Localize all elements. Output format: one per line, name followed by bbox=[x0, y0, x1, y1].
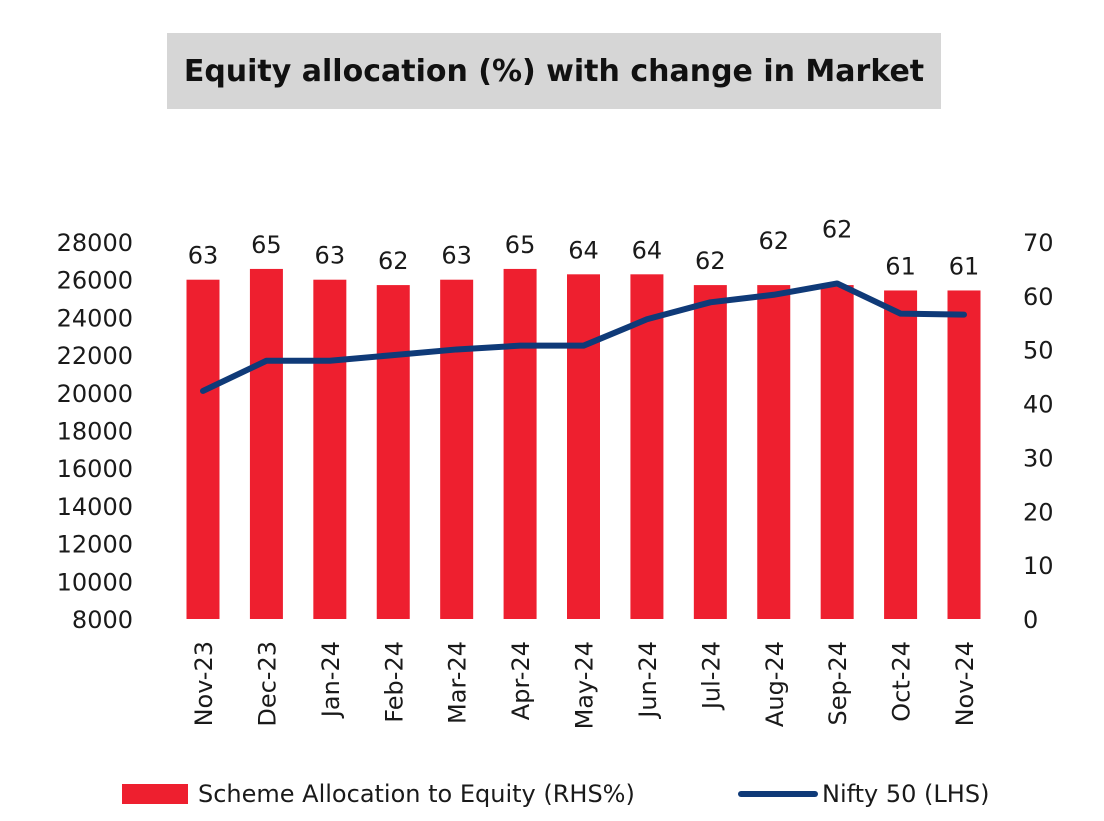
right-axis-tick-label: 0 bbox=[1023, 606, 1038, 634]
bar-dec-23 bbox=[249, 268, 283, 619]
x-axis-tick-label: Nov-24 bbox=[951, 641, 979, 726]
left-axis-tick-label: 22000 bbox=[57, 342, 133, 370]
left-axis-tick-label: 26000 bbox=[57, 267, 133, 295]
x-axis-tick-label: Jul-24 bbox=[697, 641, 725, 711]
bar-data-label: 61 bbox=[949, 252, 980, 280]
legend-line-swatch bbox=[738, 791, 818, 797]
x-axis-tick-label: Mar-24 bbox=[444, 641, 472, 724]
x-axis-tick-label: Jun-24 bbox=[634, 641, 662, 720]
bar-apr-24 bbox=[503, 268, 537, 619]
bar-data-label: 62 bbox=[695, 247, 726, 275]
x-axis-tick-label: Apr-24 bbox=[507, 641, 535, 720]
bar-jun-24 bbox=[630, 274, 664, 619]
bar-data-label: 62 bbox=[758, 227, 789, 255]
bar-data-label: 65 bbox=[505, 231, 536, 259]
bar-data-label: 64 bbox=[568, 236, 599, 264]
bar-feb-24 bbox=[376, 285, 410, 619]
x-axis-tick-label: Aug-24 bbox=[761, 641, 789, 727]
bar-sep-24 bbox=[820, 285, 854, 619]
legend-label-nifty: Nifty 50 (LHS) bbox=[822, 780, 990, 808]
right-axis-tick-label: 60 bbox=[1023, 283, 1054, 311]
left-axis-tick-label: 20000 bbox=[57, 380, 133, 408]
x-axis-tick-label: Dec-23 bbox=[253, 641, 281, 727]
bar-nov-24 bbox=[947, 290, 981, 619]
left-axis-tick-label: 16000 bbox=[57, 455, 133, 483]
bar-mar-24 bbox=[440, 279, 474, 619]
legend-label-equity-allocation: Scheme Allocation to Equity (RHS%) bbox=[198, 780, 635, 808]
right-axis-tick-label: 30 bbox=[1023, 444, 1054, 472]
bar-data-label: 62 bbox=[378, 247, 409, 275]
bar-data-label: 62 bbox=[822, 215, 853, 243]
right-axis-tick-label: 20 bbox=[1023, 498, 1054, 526]
bar-data-label: 65 bbox=[251, 231, 282, 259]
chart-plot: 28000 26000 24000 22000 20000 18000 16000 14000… bbox=[57, 215, 1054, 729]
bar-aug-24 bbox=[757, 285, 791, 619]
x-axis-tick-label: Nov-23 bbox=[190, 641, 218, 726]
bar-data-label: 63 bbox=[188, 242, 219, 270]
left-axis-tick-label: 10000 bbox=[57, 568, 133, 596]
right-axis-tick-label: 10 bbox=[1023, 552, 1054, 580]
x-axis-tick-label: Jan-24 bbox=[317, 641, 345, 719]
x-axis-tick-label: May-24 bbox=[571, 641, 599, 729]
left-axis-tick-label: 8000 bbox=[72, 606, 133, 634]
chart-legend: Scheme Allocation to Equity (RHS%) Nifty… bbox=[0, 774, 1104, 814]
bar-nov-23 bbox=[186, 279, 220, 619]
bar-may-24 bbox=[567, 274, 600, 619]
bar-jan-24 bbox=[313, 279, 347, 619]
chart-title: Equity allocation (%) with change in Mar… bbox=[183, 53, 925, 89]
left-axis-tick-label: 12000 bbox=[57, 531, 133, 559]
bar-data-label: 63 bbox=[315, 242, 346, 270]
right-axis-tick-label: 70 bbox=[1023, 229, 1054, 257]
bar-data-label: 63 bbox=[441, 242, 472, 270]
x-axis-tick-label: Feb-24 bbox=[380, 641, 408, 723]
right-axis-tick-label: 40 bbox=[1023, 391, 1054, 419]
left-axis-tick-label: 24000 bbox=[57, 304, 133, 332]
left-axis-tick-label: 14000 bbox=[57, 493, 133, 521]
left-axis-tick-label: 28000 bbox=[57, 229, 133, 257]
bar-jul-24 bbox=[693, 285, 727, 619]
right-axis-tick-label: 50 bbox=[1023, 337, 1054, 365]
bar-oct-24 bbox=[884, 290, 918, 619]
chart-title-box: Equity allocation (%) with change in Mar… bbox=[167, 33, 941, 109]
legend-item-equity-allocation: Scheme Allocation to Equity (RHS%) bbox=[122, 774, 635, 814]
bar-data-label: 64 bbox=[632, 236, 663, 264]
legend-item-nifty: Nifty 50 (LHS) bbox=[738, 774, 989, 814]
legend-bar-swatch bbox=[122, 784, 188, 804]
left-axis-tick-label: 18000 bbox=[57, 418, 133, 446]
x-axis-tick-label: Sep-24 bbox=[824, 641, 852, 725]
bar-data-label: 61 bbox=[885, 252, 916, 280]
x-axis-tick-label: Oct-24 bbox=[888, 641, 916, 722]
